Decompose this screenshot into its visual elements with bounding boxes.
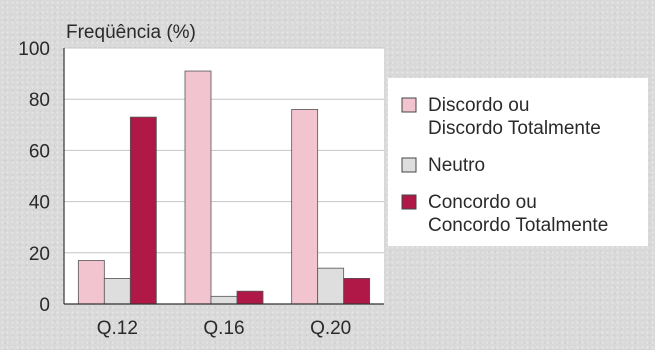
x-tick-label: Q.20 [310, 318, 351, 339]
y-axis-title: Freqüência (%) [66, 22, 196, 43]
legend-label: Neutro [428, 155, 485, 176]
gridlines [64, 47, 384, 254]
legend-background [388, 78, 648, 246]
x-tick-label: Q.16 [203, 318, 244, 339]
bar-discordo-ou-discordo-totalmente-1 [184, 70, 212, 305]
plot-area-background [64, 48, 384, 304]
bars-group [77, 70, 371, 305]
bar-neutro-0 [103, 277, 131, 305]
bar-discordo-ou-discordo-totalmente-2 [291, 109, 319, 305]
x-tick-label: Q.12 [97, 318, 138, 339]
y-tick-label: 0 [39, 295, 50, 316]
bar-neutro-1 [210, 295, 238, 305]
legend-label: Discordo Totalmente [428, 118, 601, 139]
y-tick-label: 100 [18, 39, 50, 60]
bar-concordo-ou-concordo-totalmente-2 [343, 277, 371, 305]
bar-neutro-2 [317, 267, 345, 305]
y-tick-label: 80 [29, 90, 50, 111]
legend-label: Discordo ou [428, 95, 529, 116]
y-tick-label: 40 [29, 193, 50, 214]
legend-swatch [401, 194, 417, 210]
bar-concordo-ou-concordo-totalmente-0 [129, 116, 157, 305]
y-tick-labels: 0 20 40 60 80 100 [18, 39, 50, 316]
bar-concordo-ou-concordo-totalmente-1 [236, 290, 264, 305]
bar-discordo-ou-discordo-totalmente-0 [77, 260, 105, 305]
legend-swatch [401, 97, 417, 113]
x-tick-labels: Q.12 Q.16 Q.20 [97, 318, 352, 339]
legend-label: Concordo Totalmente [428, 215, 608, 236]
legend-label: Concordo ou [428, 192, 537, 213]
y-tick-label: 60 [29, 141, 50, 162]
legend-swatch [401, 157, 417, 173]
y-tick-label: 20 [29, 244, 50, 265]
